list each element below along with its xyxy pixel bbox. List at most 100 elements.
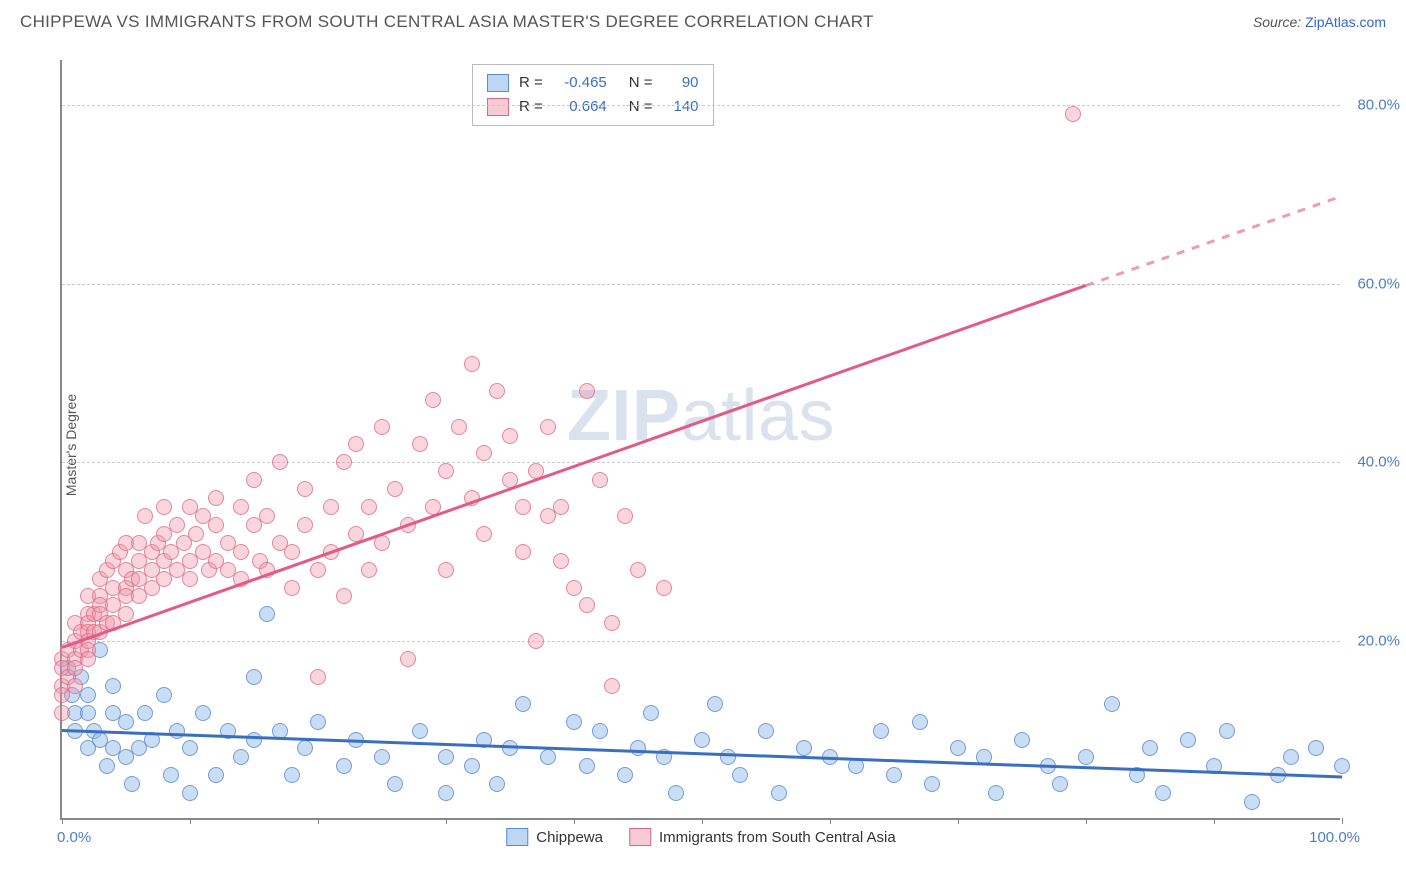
data-point (310, 669, 326, 685)
data-point (310, 714, 326, 730)
gridline (62, 284, 1340, 285)
data-point (438, 749, 454, 765)
r-label-2: R = (519, 95, 543, 119)
data-point (617, 508, 633, 524)
data-point (732, 767, 748, 783)
data-point (182, 785, 198, 801)
x-tick (574, 818, 575, 824)
data-point (579, 383, 595, 399)
data-point (630, 562, 646, 578)
data-point (912, 714, 928, 730)
n-value-1: 90 (663, 71, 699, 95)
data-point (540, 419, 556, 435)
data-point (758, 723, 774, 739)
data-point (99, 758, 115, 774)
data-point (630, 740, 646, 756)
data-point (259, 606, 275, 622)
data-point (489, 776, 505, 792)
data-point (1104, 696, 1120, 712)
data-point (796, 740, 812, 756)
data-point (246, 472, 262, 488)
plot-region: ZIPatlas R = -0.465 N = 90 R = 0.664 N =… (60, 60, 1340, 820)
data-point (566, 714, 582, 730)
source-link[interactable]: ZipAtlas.com (1305, 14, 1386, 30)
data-point (438, 463, 454, 479)
chart-header: CHIPPEWA VS IMMIGRANTS FROM SOUTH CENTRA… (0, 0, 1406, 40)
data-point (284, 580, 300, 596)
x-tick (1214, 818, 1215, 824)
data-point (1180, 732, 1196, 748)
data-point (617, 767, 633, 783)
data-point (182, 740, 198, 756)
data-point (528, 633, 544, 649)
data-point (233, 544, 249, 560)
data-point (464, 758, 480, 774)
data-point (771, 785, 787, 801)
data-point (336, 454, 352, 470)
data-point (502, 740, 518, 756)
x-tick (318, 818, 319, 824)
data-point (310, 562, 326, 578)
data-point (208, 517, 224, 533)
data-point (163, 767, 179, 783)
data-point (284, 544, 300, 560)
x-tick (830, 818, 831, 824)
data-point (67, 678, 83, 694)
data-point (425, 392, 441, 408)
data-point (208, 767, 224, 783)
gridline (62, 105, 1340, 106)
data-point (412, 436, 428, 452)
legend-swatch-1-icon (506, 828, 528, 846)
x-tick (1342, 818, 1343, 824)
data-point (592, 472, 608, 488)
data-point (553, 499, 569, 515)
data-point (400, 651, 416, 667)
data-point (707, 696, 723, 712)
r-value-1: -0.465 (553, 71, 607, 95)
data-point (1065, 106, 1081, 122)
data-point (233, 499, 249, 515)
data-point (579, 597, 595, 613)
data-point (438, 785, 454, 801)
data-point (502, 428, 518, 444)
gridline (62, 641, 1340, 642)
data-point (1334, 758, 1350, 774)
data-point (80, 705, 96, 721)
data-point (297, 481, 313, 497)
chart-title: CHIPPEWA VS IMMIGRANTS FROM SOUTH CENTRA… (20, 12, 874, 32)
legend: Chippewa Immigrants from South Central A… (506, 828, 895, 846)
data-point (464, 356, 480, 372)
data-point (284, 767, 300, 783)
y-tick-label: 20.0% (1345, 633, 1400, 650)
data-point (246, 732, 262, 748)
data-point (156, 687, 172, 703)
data-point (233, 749, 249, 765)
x-tick-min: 0.0% (57, 829, 91, 846)
data-point (1283, 749, 1299, 765)
data-point (886, 767, 902, 783)
data-point (873, 723, 889, 739)
data-point (515, 544, 531, 560)
data-point (694, 732, 710, 748)
data-point (361, 499, 377, 515)
data-point (208, 490, 224, 506)
data-point (553, 553, 569, 569)
data-point (297, 517, 313, 533)
data-point (1078, 749, 1094, 765)
data-point (118, 606, 134, 622)
n-value-2: 140 (663, 95, 699, 119)
n-label-2: N = (629, 95, 653, 119)
swatch-series2-icon (487, 98, 509, 116)
data-point (259, 508, 275, 524)
data-point (374, 749, 390, 765)
data-point (515, 696, 531, 712)
data-point (348, 436, 364, 452)
data-point (1308, 740, 1324, 756)
data-point (848, 758, 864, 774)
data-point (476, 445, 492, 461)
data-point (1014, 732, 1030, 748)
stats-box: R = -0.465 N = 90 R = 0.664 N = 140 (472, 64, 714, 126)
data-point (1052, 776, 1068, 792)
data-point (1219, 723, 1235, 739)
data-point (297, 740, 313, 756)
